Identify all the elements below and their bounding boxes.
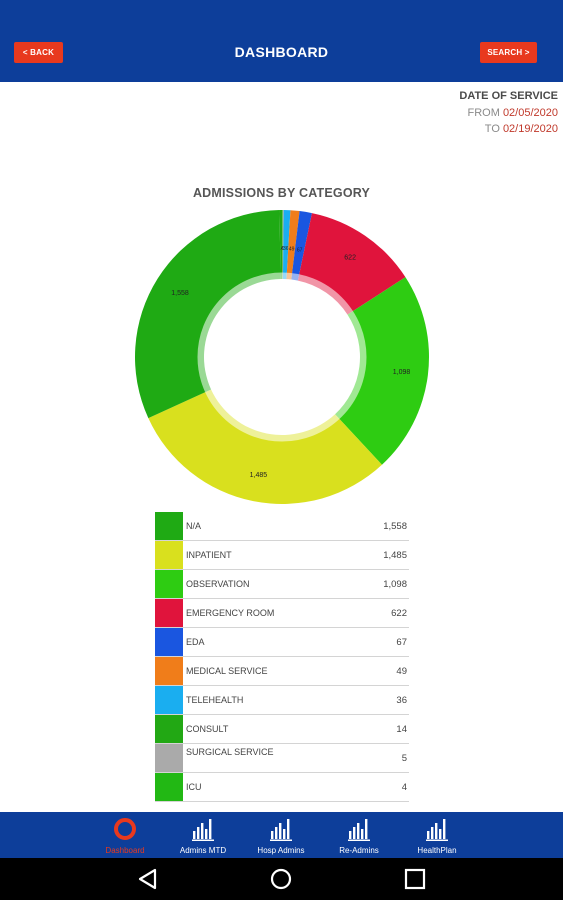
nav-label: Re-Admins	[339, 846, 379, 855]
legend-label: CONSULT	[186, 724, 229, 734]
top-app-bar: < BACK DASHBOARD SEARCH >	[0, 0, 563, 82]
back-button[interactable]: < BACK	[14, 42, 63, 63]
donut-slice-n-a[interactable]	[135, 210, 281, 419]
donut-slice-surgical-service[interactable]	[282, 210, 284, 280]
legend-label: EMERGENCY ROOM	[186, 608, 275, 618]
legend-swatch	[155, 599, 183, 627]
donut-slice-icu[interactable]	[282, 210, 283, 280]
nav-label: Hosp Admins	[257, 846, 305, 855]
donut-center-hole	[212, 287, 352, 427]
legend-label: EDA	[186, 637, 205, 647]
nav-item-dashboard[interactable]: Dashboard	[87, 812, 163, 858]
legend-label: INPATIENT	[186, 550, 232, 560]
bar-chart-icon	[192, 819, 214, 841]
bar-chart-icon	[348, 819, 370, 841]
recents-square-icon[interactable]	[402, 866, 428, 892]
donut-slice-consult[interactable]	[279, 210, 283, 280]
home-circle-icon[interactable]	[268, 866, 294, 892]
legend-row-icu[interactable]: ICU 4	[155, 773, 409, 802]
date-of-service: DATE OF SERVICE FROM 02/05/2020 TO 02/19…	[459, 88, 558, 138]
legend-label: SURGICAL SERVICE	[186, 747, 274, 757]
chart-legend: N/A 1,558 INPATIENT 1,485 OBSERVATION 1,098 EM…	[155, 512, 409, 802]
legend-label: N/A	[186, 521, 202, 531]
nav-label: Dashboard	[105, 846, 145, 855]
nav-item-hosp-admins[interactable]: Hosp Admins	[243, 812, 319, 858]
legend-label: TELEHEALTH	[186, 695, 244, 705]
donut-label-telehealth: 36	[283, 246, 289, 252]
donut-slice-telehealth[interactable]	[282, 210, 291, 280]
legend-value: 4	[401, 782, 407, 793]
donut-slice-eda[interactable]	[291, 211, 312, 281]
legend-row-observation[interactable]: OBSERVATION 1,098	[155, 570, 409, 599]
date-from-value: 02/05/2020	[502, 106, 558, 119]
legend-value: 36	[396, 695, 407, 706]
legend-row-emergency-room[interactable]: EMERGENCY ROOM 622	[155, 599, 409, 628]
legend-swatch	[155, 570, 183, 598]
legend-row-surgical-service[interactable]: SURGICAL SERVICE 5	[155, 744, 409, 773]
bar-chart-icon	[270, 819, 292, 841]
chart-title: ADMISSIONS BY CATEGORY	[192, 186, 371, 200]
legend-swatch	[155, 773, 183, 801]
legend-value: 1,558	[383, 521, 407, 532]
back-triangle-icon[interactable]	[135, 866, 161, 892]
nav-item-healthplan[interactable]: HealthPlan	[399, 812, 475, 858]
date-to-line: TO 02/19/2020	[459, 121, 558, 138]
donut-label-eda: 67	[297, 247, 303, 253]
search-button[interactable]: SEARCH >	[480, 42, 537, 63]
nav-item-re-admins[interactable]: Re-Admins	[321, 812, 397, 858]
legend-label: OBSERVATION	[186, 579, 250, 589]
nav-label: Admins MTD	[179, 846, 227, 855]
donut-label-consult: 14	[278, 246, 284, 252]
legend-row-consult[interactable]: CONSULT 14	[155, 715, 409, 744]
legend-swatch	[155, 715, 183, 743]
legend-label: MEDICAL SERVICE	[186, 666, 268, 676]
date-of-service-title: DATE OF SERVICE	[459, 90, 558, 102]
donut-slice-medical-service[interactable]	[286, 210, 300, 280]
legend-value: 49	[396, 666, 407, 677]
bottom-navigation: Dashboard Admins MTD Hosp Admins Re-Admins H…	[0, 812, 563, 858]
legend-row-medical-service[interactable]: MEDICAL SERVICE 49	[155, 657, 409, 686]
donut-label-n-a: 1,558	[171, 290, 189, 297]
legend-label: ICU	[186, 782, 202, 792]
legend-value: 14	[396, 724, 407, 735]
legend-row-telehealth[interactable]: TELEHEALTH 36	[155, 686, 409, 715]
dashboard-ring-icon	[114, 818, 136, 840]
legend-value: 1,098	[383, 579, 407, 590]
donut-label-observation: 1,098	[393, 369, 411, 376]
legend-value: 622	[391, 608, 407, 619]
legend-row-n-a[interactable]: N/A 1,558	[155, 512, 409, 541]
date-from-label: FROM	[467, 106, 500, 119]
donut-label-medical-service: 49	[289, 246, 295, 252]
system-navigation-bar	[0, 858, 563, 900]
date-to-value: 02/19/2020	[502, 123, 558, 135]
legend-value: 1,485	[383, 550, 407, 561]
legend-swatch	[155, 657, 183, 685]
date-to-label: TO	[484, 123, 500, 135]
donut-label-surgical-service: 5	[282, 246, 285, 252]
donut-inner-ring	[197, 272, 367, 442]
donut-slice-inpatient[interactable]	[148, 389, 382, 504]
nav-item-admins-mtd[interactable]: Admins MTD	[165, 812, 241, 858]
page-title: DASHBOARD	[234, 44, 329, 60]
legend-swatch	[155, 744, 183, 772]
legend-value: 67	[396, 637, 407, 648]
donut-label-emergency-room: 622	[344, 255, 356, 262]
bar-chart-icon	[426, 819, 448, 841]
nav-label: HealthPlan	[417, 846, 457, 855]
legend-row-inpatient[interactable]: INPATIENT 1,485	[155, 541, 409, 570]
legend-swatch	[155, 628, 183, 656]
legend-swatch	[155, 512, 183, 540]
legend-row-eda[interactable]: EDA 67	[155, 628, 409, 657]
legend-swatch	[155, 541, 183, 569]
donut-label-icu: 4	[281, 246, 284, 252]
date-from-line: FROM 02/05/2020	[459, 105, 558, 122]
legend-swatch	[155, 686, 183, 714]
legend-value: 5	[401, 753, 407, 764]
donut-label-inpatient: 1,485	[250, 472, 268, 479]
